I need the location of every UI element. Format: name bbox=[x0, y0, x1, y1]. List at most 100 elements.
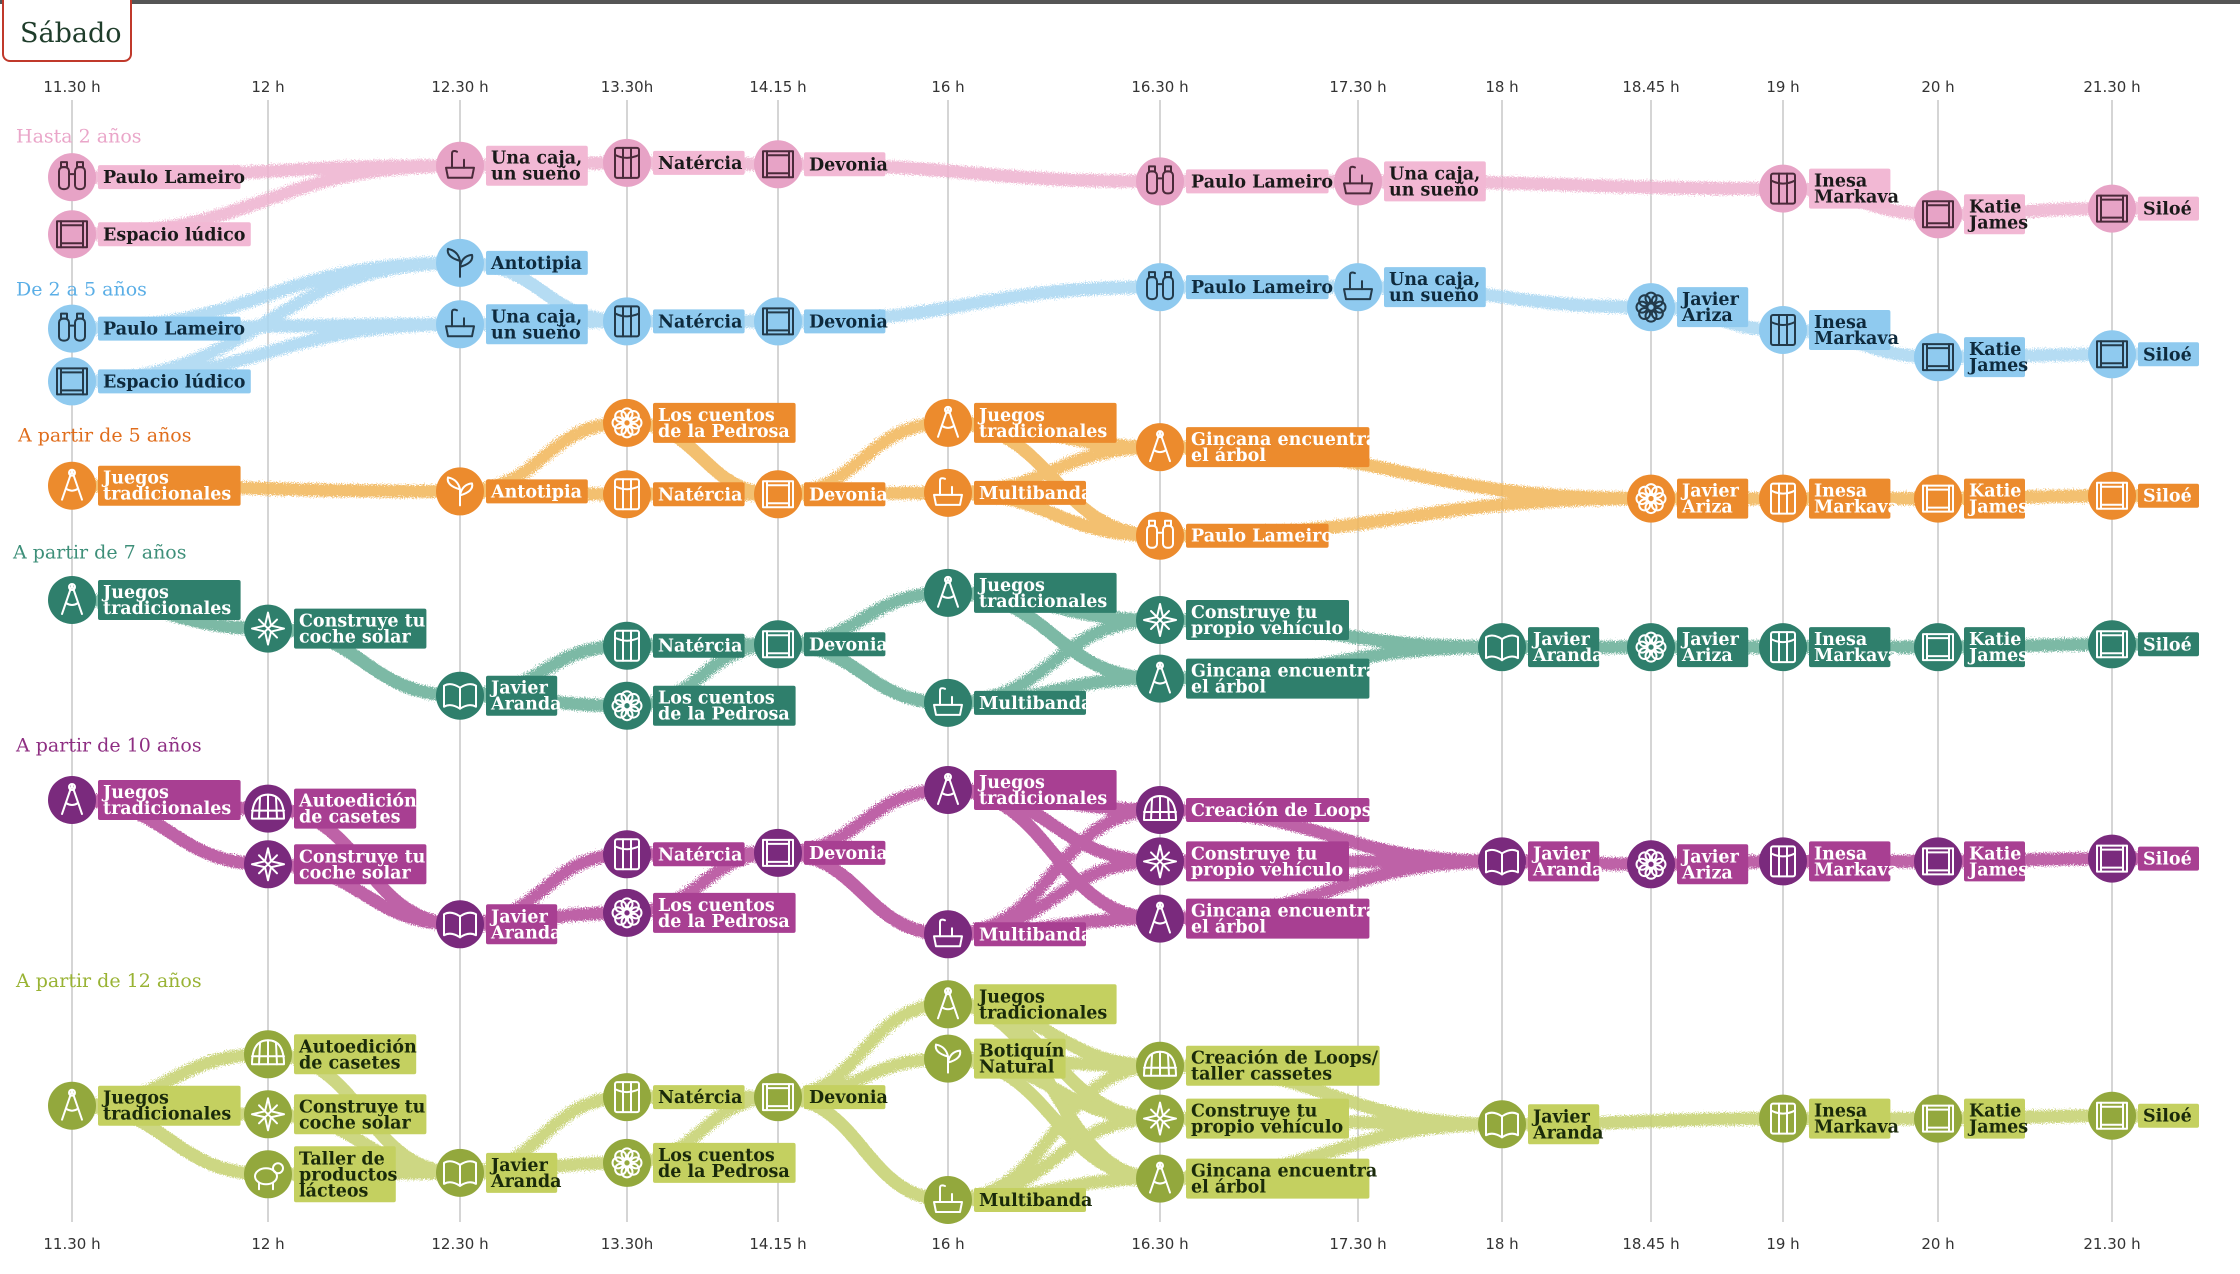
event-node[interactable]: Una caja,un sueño bbox=[436, 300, 588, 349]
event-node[interactable]: Multibanda bbox=[924, 910, 1092, 959]
event-node[interactable]: Devonia bbox=[754, 828, 888, 877]
book-icon bbox=[1485, 1111, 1519, 1139]
event-node[interactable]: Natércia bbox=[603, 470, 745, 519]
event-label-bg bbox=[974, 480, 1086, 505]
event-node[interactable]: Siloé bbox=[2088, 184, 2199, 233]
event-label-bg bbox=[294, 1034, 417, 1075]
event-node[interactable]: Multibanda bbox=[924, 468, 1092, 517]
event-label: Markava bbox=[1814, 860, 1899, 880]
event-node[interactable]: Devonia bbox=[754, 140, 888, 189]
event-node[interactable]: Multibanda bbox=[924, 1176, 1092, 1224]
event-node[interactable]: Creación de Loops bbox=[1136, 786, 1372, 834]
event-node[interactable]: Siloé bbox=[2088, 471, 2199, 520]
event-node[interactable]: Paulo Lameiro bbox=[48, 153, 245, 202]
event-node[interactable]: Natércia bbox=[603, 297, 745, 346]
event-label: Paulo Lameiro bbox=[1191, 527, 1333, 547]
event-label: Inesa bbox=[1814, 313, 1867, 333]
event-label: tradicionales bbox=[979, 789, 1107, 809]
frame-icon bbox=[2096, 481, 2128, 510]
event-node[interactable]: Una caja,un sueño bbox=[436, 141, 588, 190]
event-label: Juegos bbox=[101, 783, 169, 803]
event-node[interactable]: Siloé bbox=[2088, 834, 2199, 883]
time-label: 14.15 h bbox=[749, 78, 806, 96]
event-node[interactable]: Devonia bbox=[754, 620, 888, 669]
day-tab[interactable]: Sábado bbox=[2, 0, 132, 62]
event-node[interactable]: Multibanda bbox=[924, 678, 1092, 727]
event-node[interactable]: Natércia bbox=[603, 1073, 745, 1122]
event-node[interactable]: Espacio lúdico bbox=[48, 357, 251, 406]
event-node[interactable]: Paulo Lameiro bbox=[48, 304, 245, 353]
event-node[interactable]: Devonia bbox=[754, 297, 888, 346]
event-label: productos bbox=[299, 1165, 397, 1185]
event-label-bg bbox=[1677, 844, 1749, 885]
event-node[interactable]: Natércia bbox=[603, 138, 745, 187]
event-node[interactable]: Paulo Lameiro bbox=[1136, 511, 1333, 560]
event-node[interactable]: Espacio lúdico bbox=[48, 210, 251, 259]
event-node[interactable]: Antotipia bbox=[436, 467, 588, 516]
event-node[interactable]: Una caja,un sueño bbox=[1334, 157, 1486, 206]
event-node[interactable]: Devonia bbox=[754, 470, 888, 519]
event-node[interactable]: Siloé bbox=[2088, 1091, 2199, 1140]
event-node[interactable]: Devonia bbox=[754, 1073, 888, 1122]
event-node[interactable]: Natércia bbox=[603, 621, 745, 670]
event-node[interactable]: Paulo Lameiro bbox=[1136, 157, 1333, 206]
event-node[interactable]: Una caja,un sueño bbox=[1334, 263, 1486, 312]
compass-icon bbox=[1149, 901, 1171, 934]
event-node[interactable]: Siloé bbox=[2088, 620, 2199, 669]
event-node[interactable]: Siloé bbox=[2088, 330, 2199, 379]
event-node[interactable]: Antotipia bbox=[436, 238, 588, 287]
event-node[interactable]: Creación de Loops/taller cassetes bbox=[1136, 1041, 1380, 1090]
event-node[interactable]: Natércia bbox=[603, 830, 745, 879]
event-label-bg bbox=[1964, 337, 2025, 378]
event-node[interactable]: Paulo Lameiro bbox=[1136, 263, 1333, 312]
